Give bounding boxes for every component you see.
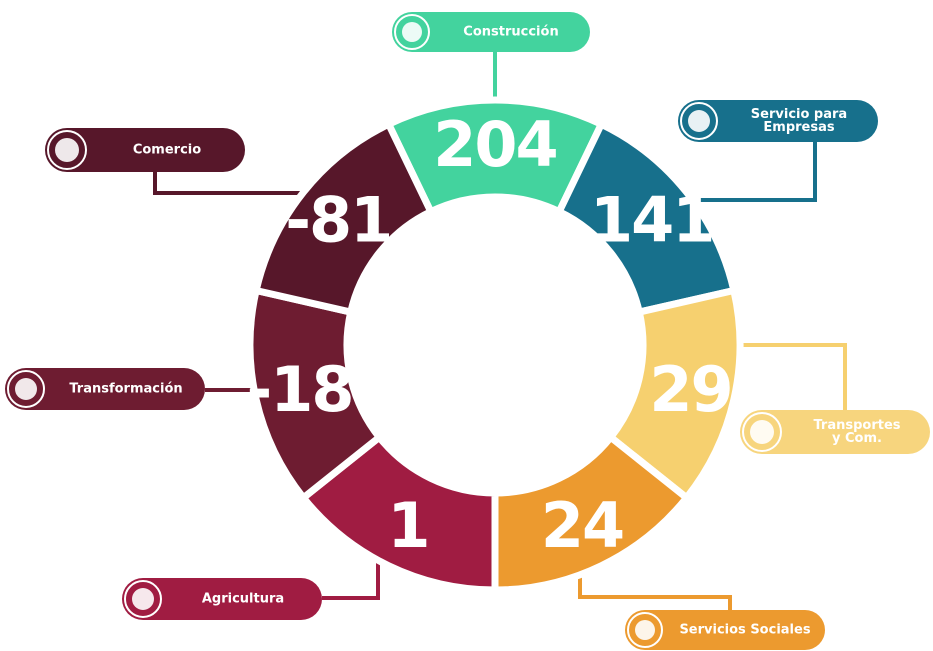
pill-background: [45, 128, 245, 172]
pill-icon: [132, 588, 154, 610]
connector: [690, 142, 817, 202]
pill-label: Transportes: [813, 418, 900, 433]
pill-icon: [15, 378, 37, 400]
pill-background: [122, 578, 322, 620]
pill-label: Empresas: [763, 120, 834, 135]
label-pill: Construcción: [392, 12, 590, 52]
segment-value: -81: [285, 183, 391, 256]
label-pill: Agricultura: [122, 578, 322, 620]
segment-value: 24: [541, 489, 623, 562]
segment-value: 1: [387, 489, 428, 562]
segment-value: 29: [649, 353, 731, 426]
label-pill: Comercio: [45, 128, 245, 172]
connector: [738, 343, 847, 410]
connector: [578, 570, 732, 610]
pill-background: [625, 610, 825, 650]
pill-label: y Com.: [832, 431, 882, 446]
pill-background: [740, 410, 930, 454]
pill-background: [5, 368, 205, 410]
pill-label: Transformación: [69, 382, 182, 397]
connector: [153, 172, 300, 195]
label-pill: Transformación: [5, 368, 205, 410]
pill-icon: [402, 22, 422, 42]
pill-icon: [688, 110, 710, 132]
pill-background: [678, 100, 878, 142]
pill-label: Servicios Sociales: [679, 623, 810, 638]
pill-label: Construcción: [463, 25, 558, 40]
segment-value: 204: [433, 108, 556, 181]
ring-segment: [252, 120, 435, 316]
pill-background: [392, 12, 590, 52]
connector: [322, 555, 380, 600]
pill-icon: [55, 138, 79, 162]
segment-value: -18: [247, 353, 353, 426]
pill-icon: [635, 620, 655, 640]
pill-icon: [750, 420, 774, 444]
pill-label: Agricultura: [202, 592, 284, 607]
pill-label: Servicio para: [751, 107, 847, 122]
pill-label: Comercio: [133, 143, 201, 158]
label-pill: Servicios Sociales: [625, 610, 825, 650]
segment-value: 141: [590, 183, 713, 256]
